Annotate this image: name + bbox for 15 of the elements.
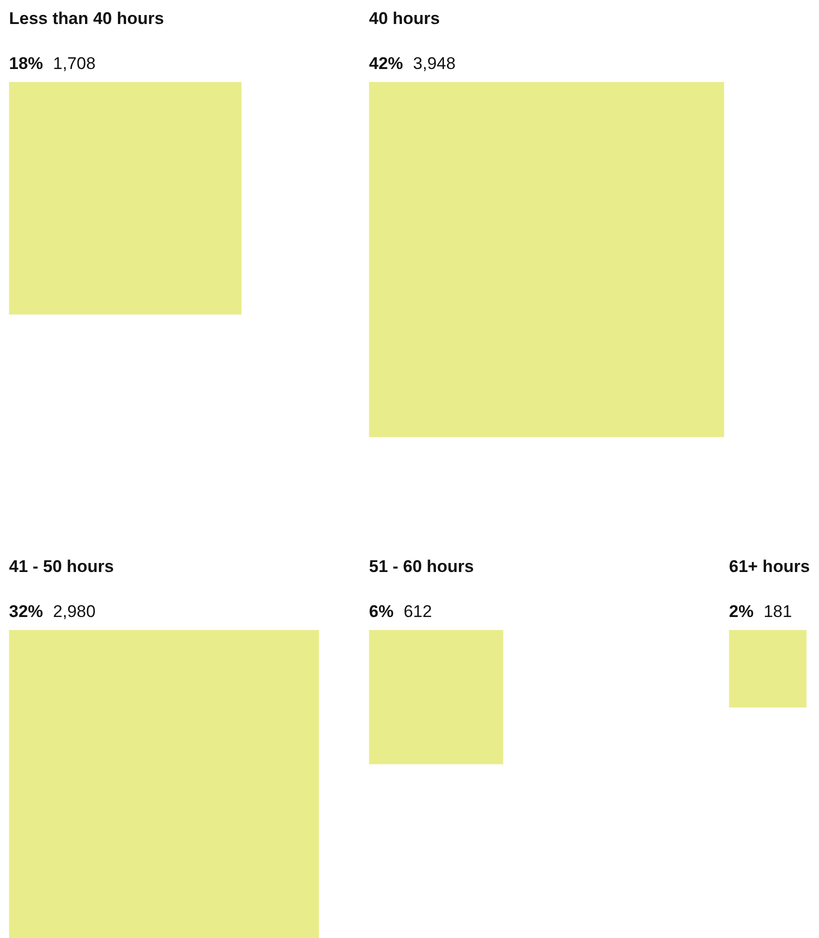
data-label: 18%: [9, 54, 44, 73]
category-label: 40 hours: [369, 9, 441, 29]
data-label: 32%: [9, 602, 44, 621]
category-label: Less than 40 hours: [9, 9, 164, 29]
category-label: 41 - 50 hours: [9, 557, 114, 577]
text: 2,980: [53, 602, 96, 621]
data-label: 42%: [369, 54, 404, 73]
text: 3,948: [413, 54, 456, 73]
data-label: 2%: [729, 602, 754, 621]
data-label: 6%: [369, 602, 394, 621]
text: 612: [404, 602, 432, 621]
text: 181: [764, 602, 792, 621]
category-label: 61+ hours: [729, 557, 810, 577]
text: 1,708: [53, 54, 96, 73]
category-label: 51 - 60 hours: [369, 557, 474, 577]
